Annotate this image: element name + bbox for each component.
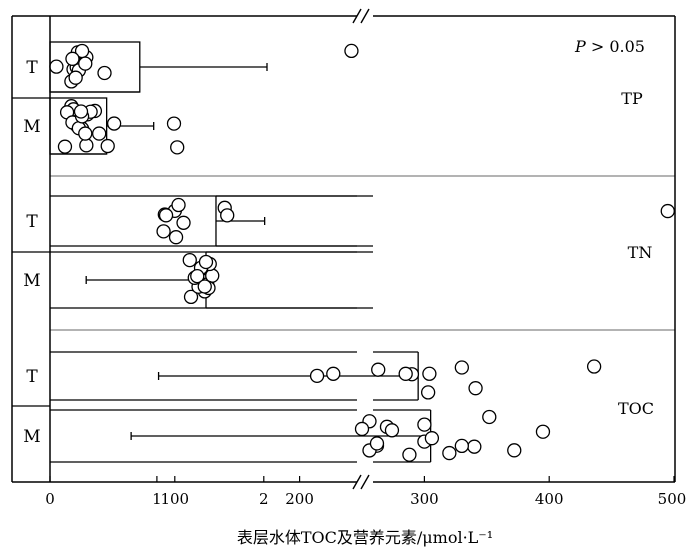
data-point (384, 423, 400, 438)
x-tick-label: 400 (535, 490, 564, 508)
group-label-M: M (23, 117, 40, 137)
data-point (402, 447, 417, 462)
data-point (73, 104, 89, 119)
group-label-M: M (23, 427, 40, 447)
data-point (65, 51, 80, 66)
data-point (660, 203, 675, 219)
data-point (398, 366, 413, 381)
data-point (168, 230, 184, 245)
p-value-annotation: P > 0.05 (574, 37, 645, 56)
data-point (507, 443, 522, 458)
data-point (158, 208, 174, 223)
data-point (170, 140, 185, 155)
data-point (417, 417, 432, 432)
data-point (176, 215, 191, 230)
group-label-T: T (26, 58, 38, 78)
axis-break-mark (352, 474, 362, 490)
data-point (171, 197, 186, 213)
data-point (166, 116, 182, 131)
data-point (454, 360, 469, 375)
points-layer (49, 43, 675, 462)
data-point (156, 224, 171, 239)
data-point (92, 126, 107, 141)
data-point (442, 445, 457, 461)
data-point (467, 439, 482, 454)
axes-layer: 0 1 2 100 200 300 400 500 (11, 8, 687, 508)
data-point (49, 59, 64, 74)
x-tick-label: 0 (45, 490, 55, 508)
data-point (190, 268, 205, 284)
axis-break-mark (352, 8, 362, 24)
data-point (78, 56, 93, 71)
data-point (420, 385, 436, 400)
x-tick-label: 2 (259, 490, 269, 508)
data-point (79, 138, 94, 153)
data-point (586, 359, 602, 374)
data-point (326, 366, 341, 381)
variable-label-TP: TP (621, 89, 643, 108)
axis-break-mark (360, 474, 370, 490)
x-tick-label: 1 (152, 490, 162, 508)
data-point (68, 70, 83, 85)
panel-dividers (50, 175, 675, 331)
data-point (482, 409, 497, 425)
variable-label-TOC: TOC (618, 399, 654, 418)
x-tick-label: 500 (658, 490, 687, 508)
variable-label-TN: TN (628, 243, 653, 262)
data-point (97, 65, 112, 81)
data-point (106, 116, 122, 131)
data-point (422, 366, 437, 381)
data-point (344, 43, 359, 59)
data-point (468, 381, 483, 396)
data-point (183, 289, 199, 305)
data-point (100, 138, 115, 154)
x-tick-label: 300 (410, 490, 439, 508)
data-point (354, 421, 370, 437)
data-point (454, 438, 469, 454)
data-point (309, 368, 325, 383)
bars-layer (49, 41, 432, 463)
axis-break-mark (360, 8, 370, 24)
data-point (182, 252, 197, 268)
x-tick-label: 100 (160, 490, 189, 508)
data-point (371, 362, 386, 377)
data-point (424, 431, 440, 446)
data-point (57, 139, 73, 154)
x-tick-label: 200 (285, 490, 314, 508)
group-label-T: T (26, 367, 38, 387)
data-point (198, 254, 214, 270)
labels-layer: T M TP T M TN T M TOC (23, 58, 654, 447)
data-point (369, 436, 385, 451)
data-point (535, 424, 551, 439)
data-point (197, 279, 212, 294)
data-point (220, 208, 235, 223)
data-point (78, 126, 93, 141)
group-label-M: M (23, 271, 40, 291)
group-label-T: T (26, 212, 38, 232)
x-axis-label: 表层水体TOC及营养元素/μmol·L⁻¹ (237, 528, 493, 547)
